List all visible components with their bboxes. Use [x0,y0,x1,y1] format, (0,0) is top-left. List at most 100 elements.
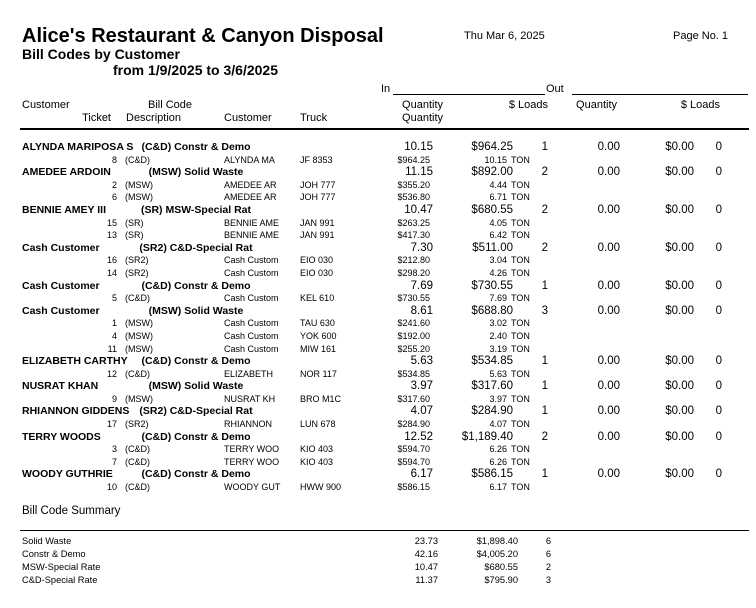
group-in-quantity: 7.69 [410,279,433,292]
ticket-quantity: 3.97 [489,393,507,404]
group-out-quantity: 0.00 [597,380,620,393]
ticket-amount: $355.20 [397,179,430,190]
summary-quantity: 42.16 [414,549,438,559]
group-in-amount: $964.25 [471,141,513,153]
ticket-unit: TON [511,192,530,203]
group-in-quantity: 11.15 [405,166,433,179]
group-out-quantity: 0.00 [597,355,620,368]
ticket-amount: $263.25 [397,217,430,228]
group-customer-name: ALYNDA MARIPOSA S [22,141,134,153]
column-header-loads-in: $ Loads [508,99,548,111]
ticket-number: 8 [111,154,117,165]
summary-row: Constr & Demo 42.16 $4,005.20 6 [0,548,756,561]
ticket-amount: $730.55 [397,293,430,304]
summary-bill-code-label: Solid Waste [22,536,72,546]
ticket-quantity: 6.71 [489,192,507,203]
group-customer-name: Cash Customer [22,279,100,292]
group-out-amount: $0.00 [665,380,694,393]
ticket-truck: HWW 900 [300,482,342,493]
ticket-amount: $241.60 [397,318,430,329]
ticket-unit: TON [511,330,530,341]
group-out-loads: 0 [715,241,722,254]
group-in-quantity: 5.63 [410,355,433,368]
ticket-row: 6 (MSW) AMEDEE AR JOH 777 $536.80 6.71 TON [0,191,756,204]
ticket-amount: $594.70 [397,456,430,467]
ticket-row: 3 (C&D) TERRY WOO KIO 403 $594.70 6.26 TON [0,443,756,456]
ticket-quantity: 7.69 [489,293,507,304]
column-header-description: Description [126,112,182,124]
ticket-customer: BENNIE AME [224,230,280,241]
ticket-number: 14 [106,267,117,278]
ticket-bill-code: (MSW) [125,179,153,190]
ticket-bill-code: (C&D) [125,154,150,165]
group-in-amount: $284.90 [471,405,513,418]
ticket-quantity: 4.44 [489,179,507,190]
group-out-loads: 0 [715,355,722,368]
ticket-number: 17 [106,419,117,430]
column-header-bill-code: Bill Code [148,99,193,111]
group-out-amount: $0.00 [665,241,694,254]
group-bill-code-description: (C&D) Constr & Demo [141,468,251,481]
column-header-quantity-out: Quantity [576,99,617,111]
summary-amount: $4,005.20 [476,549,518,559]
ticket-row: 4 (MSW) Cash Custom YOK 600 $192.00 2.40 TON [0,330,756,343]
ticket-number: 9 [111,393,117,404]
ticket-customer: Cash Custom [224,255,279,266]
group-in-loads: 1 [541,468,548,481]
ticket-truck: KIO 403 [300,444,334,455]
ticket-quantity: 5.63 [489,368,507,379]
ticket-quantity: 4.26 [489,267,507,278]
ticket-customer: Cash Custom [224,293,279,304]
group-out-loads: 0 [715,166,722,179]
group-out-amount: $0.00 [665,141,694,153]
ticket-truck: NOR 117 [300,368,337,379]
ticket-number: 13 [106,230,117,241]
ticket-row: 12 (C&D) ELIZABETH NOR 117 $534.85 5.63 TON [0,368,756,381]
group-in-loads: 2 [541,430,548,443]
ticket-truck: KEL 610 [300,293,335,304]
ticket-unit: TON [511,318,530,329]
summary-amount: $1,898.40 [476,536,518,546]
ticket-amount: $298.20 [397,267,430,278]
ticket-unit: TON [511,230,530,241]
ticket-truck: JAN 991 [300,217,335,228]
ticket-bill-code: (C&D) [125,456,150,467]
ticket-number: 1 [111,318,117,329]
group-out-amount: $0.00 [665,203,694,216]
ticket-quantity: 6.26 [489,444,507,455]
summary-heading: Bill Code Summary [22,505,121,517]
ticket-customer: ELIZABETH [224,368,274,379]
summary-quantity: 10.47 [414,562,438,572]
group-customer-name: Cash Customer [22,304,100,317]
group-in-quantity: 7.30 [410,241,433,254]
ticket-unit: TON [511,456,530,467]
ticket-bill-code: (C&D) [125,293,150,304]
group-out-loads: 0 [715,468,722,481]
group-bill-code-description: (MSW) Solid Waste [148,304,244,317]
ticket-bill-code: (SR) [125,230,144,241]
group-out-amount: $0.00 [665,355,694,368]
ticket-unit: TON [511,293,530,304]
ticket-customer: WOODY GUT [224,482,281,493]
ticket-number: 12 [106,368,117,379]
report-name: Bill Codes by Customer [22,46,180,62]
ticket-customer: TERRY WOO [224,456,280,467]
summary-row: C&D-Special Rate 11.37 $795.90 3 [0,574,756,587]
ticket-bill-code: (C&D) [125,368,150,379]
ticket-truck: JAN 991 [300,230,335,241]
group-in-amount: $730.55 [471,279,513,292]
ticket-quantity: 6.42 [489,230,507,241]
group-in-amount: $892.00 [471,166,513,179]
ticket-unit: TON [511,255,530,266]
group-in-loads: 2 [541,241,548,254]
ticket-unit: TON [511,217,530,228]
customer-group-row: ELIZABETH CARTHY (C&D) Constr & Demo 5.63 $… [0,355,756,368]
ticket-bill-code: (SR2) [125,419,149,430]
summary-amount: $795.90 [484,575,518,585]
ticket-unit: TON [511,154,530,165]
group-bill-code-description: (SR2) C&D-Special Rat [139,405,253,418]
group-in-loads: 3 [541,304,548,317]
group-customer-name: TERRY WOODS [22,430,101,443]
group-in-amount: $680.55 [471,203,513,216]
